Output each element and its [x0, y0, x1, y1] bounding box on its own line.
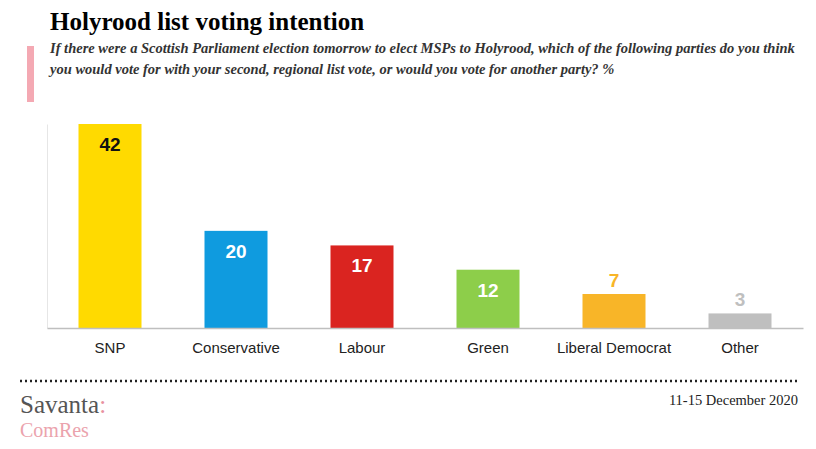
x-axis: SNP Conservative Labour Green Liberal Democr… [48, 328, 804, 356]
bars [79, 124, 772, 328]
x-tick: SNP [95, 328, 126, 356]
x-tick: Conservative [192, 328, 280, 356]
bar [709, 313, 772, 328]
x-tick: Other [721, 328, 759, 356]
data-label: 7 [609, 270, 620, 291]
bar [331, 245, 394, 328]
y-axis [47, 125, 48, 329]
bar [583, 294, 646, 328]
x-tick: Green [467, 328, 509, 356]
accent-bar [27, 46, 34, 102]
x-tick: Labour [339, 328, 386, 356]
data-label: 12 [477, 280, 498, 301]
bar [79, 124, 142, 328]
x-axis-line [48, 328, 804, 330]
data-label: 20 [225, 241, 246, 262]
x-tick-label: Labour [339, 339, 386, 356]
x-tick-label: SNP [95, 339, 126, 356]
x-tick: Liberal Democrat [557, 328, 672, 356]
x-tick-label: Other [721, 339, 759, 356]
title: Holyrood list voting intention [50, 8, 364, 35]
logo: Savanta: [20, 391, 106, 418]
data-label: 17 [351, 255, 372, 276]
data-labels: 42 20 17 12 7 3 [99, 134, 745, 310]
logo-sub: ComRes [20, 419, 89, 441]
y-axis-line [47, 125, 48, 329]
bar [457, 270, 520, 328]
x-tick-label: Green [467, 339, 509, 356]
subtitle: If there were a Scottish Parliament elec… [48, 40, 798, 77]
date: 11-15 December 2020 [669, 392, 798, 408]
chart: Holyrood list voting intention If there w… [0, 0, 816, 449]
bar [205, 231, 268, 328]
x-tick-label: Conservative [192, 339, 280, 356]
data-label: 3 [735, 289, 746, 310]
x-tick-label: Liberal Democrat [557, 339, 672, 356]
data-label: 42 [99, 134, 120, 155]
separator [20, 380, 800, 383]
